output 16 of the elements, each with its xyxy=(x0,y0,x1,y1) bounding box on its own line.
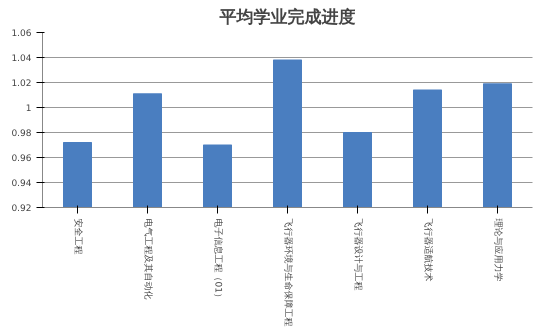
y-tick-label: 1.04 xyxy=(11,54,32,64)
y-tick-label: 0.92 xyxy=(11,204,32,214)
x-tick-label: 电子信息工程（01） xyxy=(212,218,224,302)
x-tick-label: 飞行器环境与生命保障工程 xyxy=(282,218,294,326)
x-tick-label: 安全工程 xyxy=(72,218,84,254)
chart-title: 平均学业完成进度 xyxy=(218,8,356,28)
x-tick-label: 电气工程及其自动化 xyxy=(142,218,154,300)
y-tick-label: 1.02 xyxy=(11,79,32,89)
x-tick-label: 理论与应用力学 xyxy=(492,218,504,282)
y-tick-label: 0.98 xyxy=(11,129,32,139)
y-tick-label: 1.06 xyxy=(11,29,32,39)
y-tick-label: 0.94 xyxy=(11,179,32,189)
x-tick-label: 飞行器适航技术 xyxy=(422,218,434,282)
x-tick-label: 飞行器设计与工程 xyxy=(352,218,364,290)
y-tick-label: 0.96 xyxy=(11,154,32,164)
y-tick-label: 1 xyxy=(26,104,32,114)
